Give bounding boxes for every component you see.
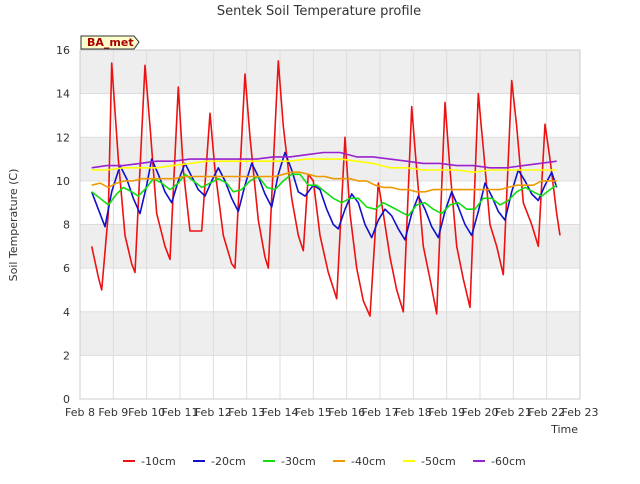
y-axis-label: Soil Temperature (C) bbox=[7, 169, 20, 282]
y-tick-label: 10 bbox=[56, 175, 70, 188]
chart-title: Sentek Soil Temperature profile bbox=[217, 4, 421, 19]
x-tick-label: Feb 18 bbox=[395, 406, 432, 419]
legend-label: -60cm bbox=[491, 455, 526, 468]
x-tick-label: Feb 14 bbox=[262, 406, 299, 419]
series-line-40cm bbox=[91, 171, 557, 193]
y-tick-label: 12 bbox=[56, 131, 70, 144]
x-tick-label: Feb 22 bbox=[528, 406, 565, 419]
series-line-10cm bbox=[90, 60, 561, 317]
series-lines bbox=[90, 60, 561, 317]
y-tick-label: 6 bbox=[63, 262, 70, 275]
legend: -10cm -20cm -30cm -40cm -50cm -60cm bbox=[123, 455, 526, 468]
y-axis-ticks: 0 2 4 6 8 10 12 14 16 bbox=[56, 44, 70, 406]
legend-label: -10cm bbox=[141, 455, 176, 468]
legend-label: -40cm bbox=[351, 455, 386, 468]
series-line-50cm bbox=[91, 158, 557, 173]
x-tick-label: Feb 8 bbox=[65, 406, 95, 419]
plot-band bbox=[80, 311, 580, 356]
y-tick-label: 16 bbox=[56, 44, 70, 57]
y-tick-label: 0 bbox=[63, 393, 70, 406]
plot-border bbox=[79, 49, 581, 400]
x-axis-label: Time bbox=[550, 423, 578, 436]
station-label-box: BA_met bbox=[80, 35, 140, 50]
x-tick-label: Feb 23 bbox=[562, 406, 599, 419]
x-tick-label: Feb 10 bbox=[128, 406, 165, 419]
y-tick-label: 14 bbox=[56, 88, 70, 101]
y-tick-label: 4 bbox=[63, 306, 70, 319]
x-tick-label: Feb 16 bbox=[328, 406, 365, 419]
gridlines bbox=[79, 49, 581, 400]
x-tick-label: Feb 20 bbox=[462, 406, 499, 419]
legend-label: -50cm bbox=[421, 455, 456, 468]
series-line-30cm bbox=[91, 173, 558, 217]
plot-band bbox=[80, 50, 580, 94]
y-tick-label: 8 bbox=[63, 219, 70, 232]
x-tick-label: Feb 19 bbox=[428, 406, 465, 419]
x-tick-label: Feb 21 bbox=[495, 406, 532, 419]
station-label: BA_met bbox=[87, 36, 134, 49]
legend-label: -20cm bbox=[211, 455, 246, 468]
x-tick-label: Feb 17 bbox=[362, 406, 399, 419]
x-tick-label: Feb 13 bbox=[228, 406, 265, 419]
y-tick-label: 2 bbox=[63, 349, 70, 362]
x-tick-label: Feb 12 bbox=[195, 406, 232, 419]
x-tick-label: Feb 15 bbox=[295, 406, 332, 419]
series-line-60cm bbox=[91, 151, 557, 169]
legend-label: -30cm bbox=[281, 455, 316, 468]
x-tick-label: Feb 11 bbox=[162, 406, 199, 419]
x-tick-label: Feb 9 bbox=[98, 406, 128, 419]
